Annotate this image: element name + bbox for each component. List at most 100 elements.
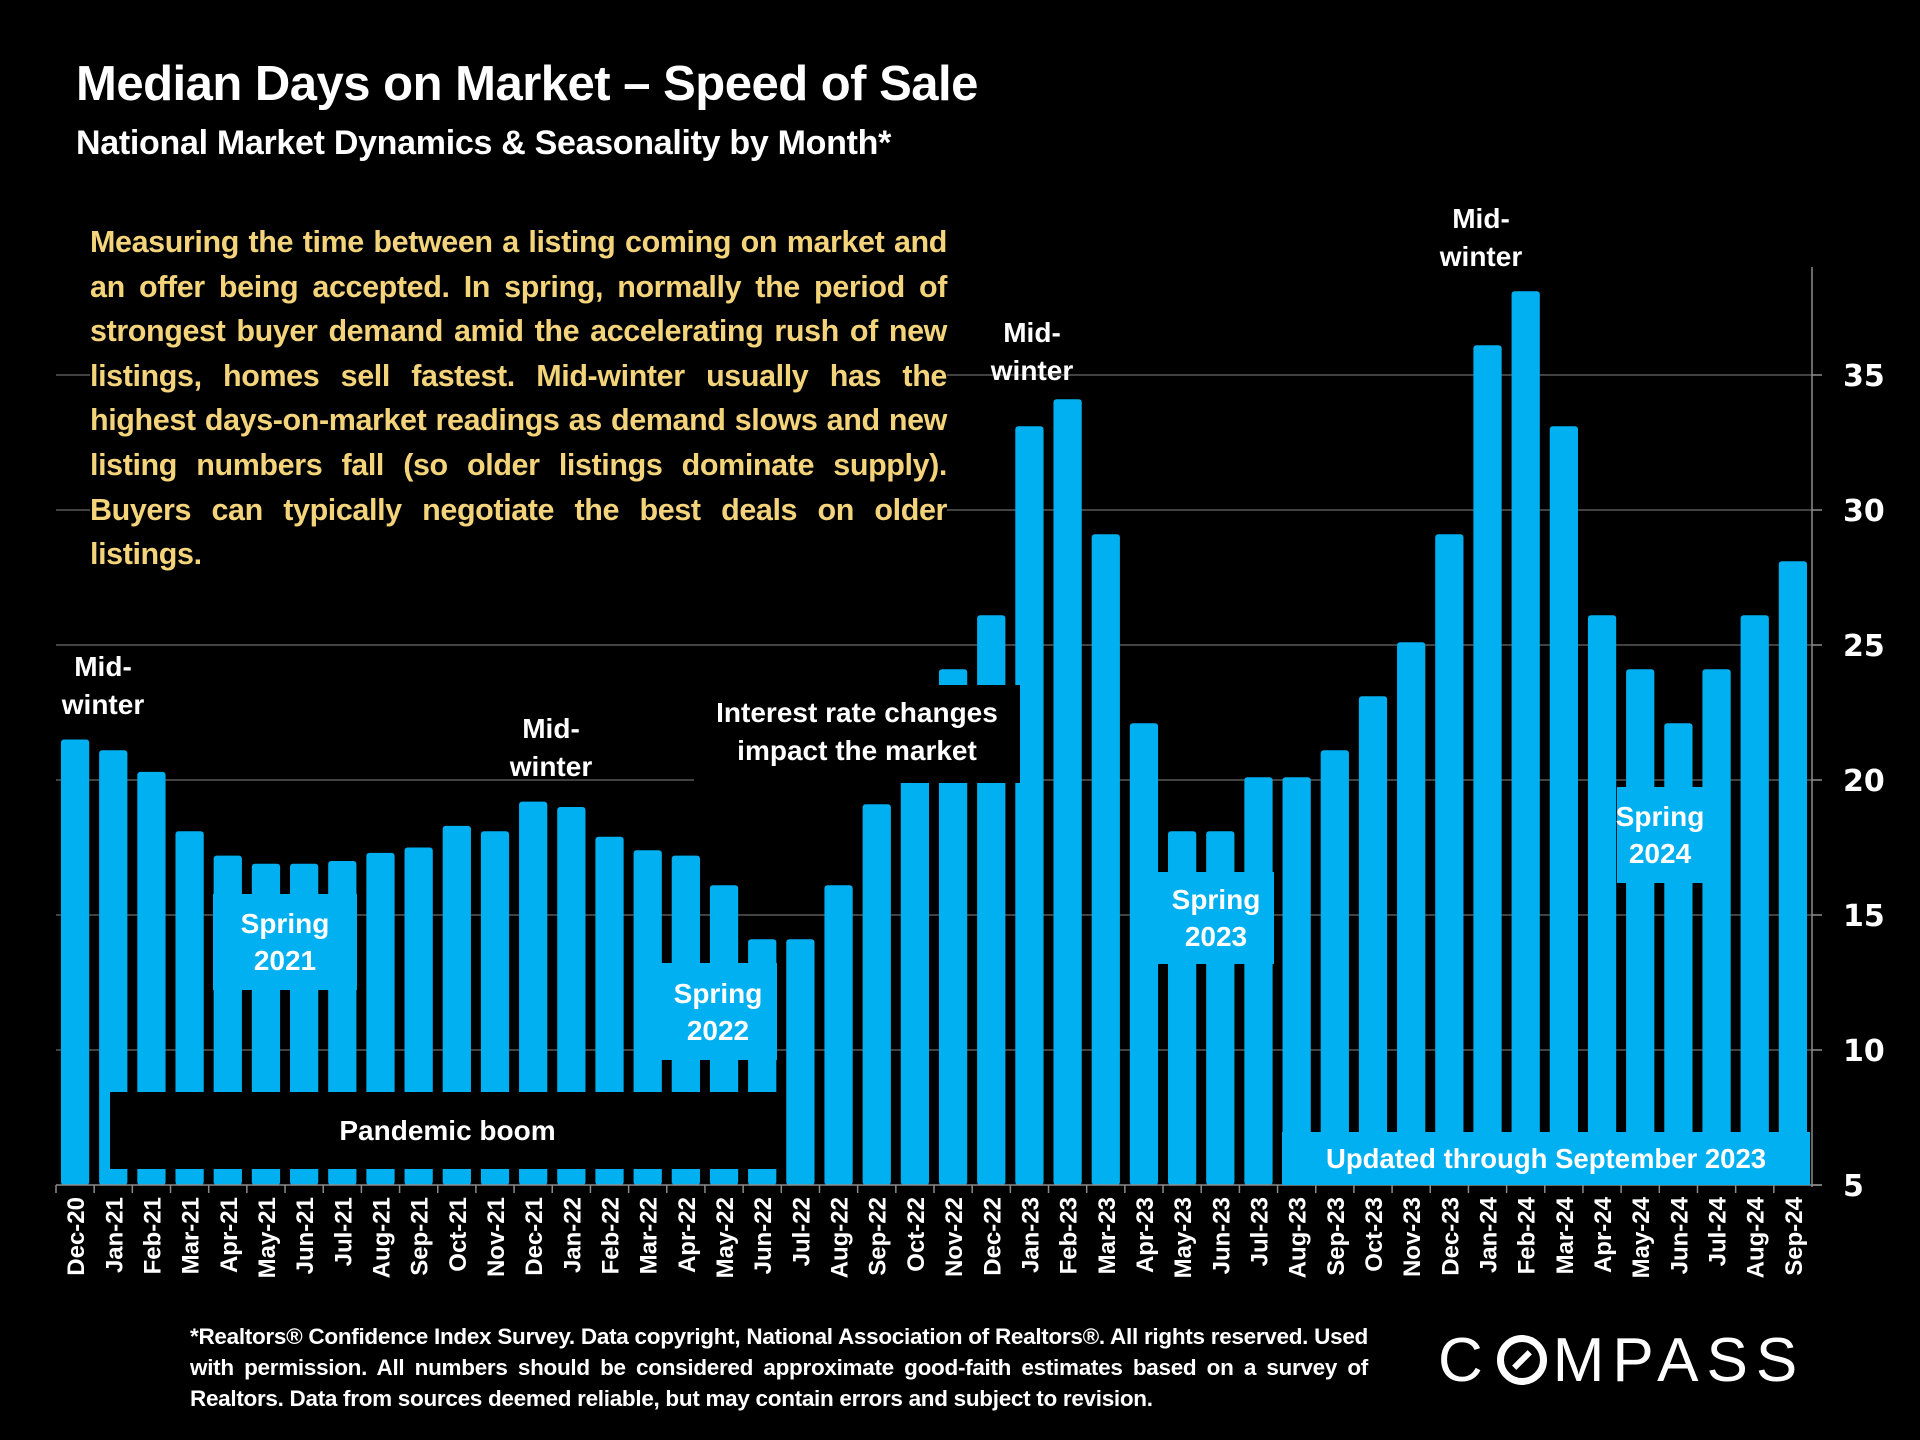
annotation-spring-2022: Spring 2022 xyxy=(659,963,777,1060)
logo-text-c: C xyxy=(1438,1325,1491,1395)
annotation-pandemic-boom: Pandemic boom xyxy=(110,1092,785,1169)
annotation-line: winter xyxy=(990,355,1074,386)
x-tick-label: Jun-23 xyxy=(1208,1197,1235,1274)
annotation-midwinter-jan23: Mid- winter xyxy=(987,314,1077,390)
x-tick-label: Dec-23 xyxy=(1437,1197,1464,1276)
x-tick-label: Feb-23 xyxy=(1056,1197,1083,1274)
x-tick-label: Nov-23 xyxy=(1399,1197,1426,1277)
bar xyxy=(1015,426,1044,1185)
x-tick-label: Aug-22 xyxy=(827,1197,854,1278)
x-tick-label: Mar-24 xyxy=(1552,1196,1579,1274)
bar xyxy=(786,939,815,1185)
annotation-spring-2024: Spring 2024 xyxy=(1615,787,1705,883)
x-tick-label: Jun-24 xyxy=(1666,1196,1693,1274)
bar xyxy=(1740,615,1769,1185)
y-tick-label: 10 xyxy=(1843,1034,1885,1069)
bar xyxy=(137,771,166,1185)
y-tick-labels: 5 10 15 20 25 30 35 xyxy=(1843,359,1885,1204)
annotation-midwinter-jan24: Mid- winter xyxy=(1436,200,1526,276)
annotation-spring-2021: Spring 2021 xyxy=(213,894,357,990)
bar xyxy=(938,669,968,1185)
x-tick-label: Sep-24 xyxy=(1781,1196,1808,1275)
annotation-interest-rate: Interest rate changes impact the market xyxy=(694,685,1020,783)
x-tick-label: Oct-22 xyxy=(903,1197,930,1272)
x-tick-label: Feb-24 xyxy=(1514,1196,1541,1274)
bar xyxy=(862,804,891,1185)
x-tick-label: May-21 xyxy=(254,1197,281,1278)
bar xyxy=(1587,615,1617,1185)
bar xyxy=(60,739,90,1185)
annotation-line: 2021 xyxy=(253,945,317,976)
x-tick-label: Apr-22 xyxy=(674,1197,701,1273)
x-tick-label: Feb-22 xyxy=(598,1197,625,1274)
annotation-line: 2022 xyxy=(686,1014,750,1046)
annotation-line: Spring xyxy=(673,977,763,1009)
x-tick-label: Oct-23 xyxy=(1361,1197,1388,1272)
bar xyxy=(1358,696,1388,1185)
bar xyxy=(1626,669,1655,1185)
bar xyxy=(1435,534,1464,1185)
axes xyxy=(55,267,1822,1193)
annotation-line: Mid- xyxy=(74,651,132,682)
y-tick-label: 30 xyxy=(1843,494,1885,529)
x-tick-label: Apr-23 xyxy=(1132,1197,1159,1273)
x-tick-label: Sep-21 xyxy=(407,1197,434,1276)
bar xyxy=(557,807,586,1185)
annotation-line: Mid- xyxy=(522,713,580,744)
x-tick-label: Dec-22 xyxy=(979,1197,1006,1276)
x-tick-label: Nov-22 xyxy=(941,1197,968,1277)
x-tick-label: Sep-22 xyxy=(865,1197,892,1276)
annotation-line: impact the market xyxy=(737,735,977,766)
x-tick-label: Jul-24 xyxy=(1705,1196,1732,1266)
x-tick-label: Mar-21 xyxy=(178,1197,205,1274)
annotation-line: Mid- xyxy=(1452,203,1510,234)
bar xyxy=(900,780,930,1185)
x-tick-label: Jul-21 xyxy=(330,1197,357,1266)
compass-o-slash-icon xyxy=(1496,1335,1547,1385)
bar xyxy=(1511,291,1540,1185)
bar xyxy=(1282,777,1311,1185)
annotation-midwinter-dec20: Mid- winter xyxy=(58,648,148,724)
x-tick-label: Apr-21 xyxy=(216,1197,243,1273)
x-tick-label: May-22 xyxy=(712,1197,739,1278)
annotation-line: winter xyxy=(61,689,145,720)
annotation-line: Spring xyxy=(1615,801,1705,832)
bar xyxy=(1053,399,1082,1185)
bar xyxy=(1320,750,1349,1185)
annotation-line: 2023 xyxy=(1184,921,1248,952)
y-tick-label: 25 xyxy=(1843,629,1885,664)
chart-title: Median Days on Market – Speed of Sale xyxy=(76,57,978,111)
bar xyxy=(1702,669,1731,1185)
x-tick-label: Jul-23 xyxy=(1246,1197,1273,1266)
compass-logo: C MPASS xyxy=(1438,1326,1805,1395)
bar xyxy=(1778,561,1808,1185)
annotation-updated-through: Updated through September 2023 xyxy=(1282,1132,1810,1185)
annotation-line: Interest rate changes xyxy=(716,697,998,728)
x-tick-label: Feb-21 xyxy=(139,1197,166,1274)
x-tick-label: Mar-22 xyxy=(636,1197,663,1274)
x-tick-label: Sep-23 xyxy=(1323,1197,1350,1276)
annotation-midwinter-dec21: Mid- winter xyxy=(506,710,596,786)
y-tick-label: 15 xyxy=(1843,899,1885,934)
bar xyxy=(1244,777,1273,1185)
bar xyxy=(824,885,853,1185)
x-tick-label: Dec-21 xyxy=(521,1197,548,1276)
annotation-line: winter xyxy=(509,751,593,782)
x-tick-label: Dec-20 xyxy=(63,1197,90,1276)
x-tick-label: Nov-21 xyxy=(483,1197,510,1277)
annotation-spring-2023: Spring 2023 xyxy=(1158,872,1274,964)
x-tick-label: Oct-21 xyxy=(445,1197,472,1272)
x-tick-label: May-24 xyxy=(1628,1196,1655,1278)
x-tick-label: Jun-21 xyxy=(292,1197,319,1274)
chart-subtitle: National Market Dynamics & Seasonality b… xyxy=(76,124,892,162)
x-tick-label: Jan-21 xyxy=(101,1197,128,1273)
footnote: *Realtors® Confidence Index Survey. Data… xyxy=(190,1324,1368,1411)
annotation-line: Updated through September 2023 xyxy=(1325,1143,1767,1174)
annotation-line: 2024 xyxy=(1628,838,1692,869)
annotation-line: Mid- xyxy=(1003,317,1061,348)
x-tick-label: May-23 xyxy=(1170,1197,1197,1278)
x-tick-label: Aug-23 xyxy=(1285,1197,1312,1278)
x-tick-labels: Dec-20 Jan-21 Feb-21 Mar-21 Apr-21 May-21 Jun-… xyxy=(63,1196,1808,1278)
x-tick-label: Jul-22 xyxy=(788,1197,815,1266)
bar xyxy=(1091,534,1120,1185)
